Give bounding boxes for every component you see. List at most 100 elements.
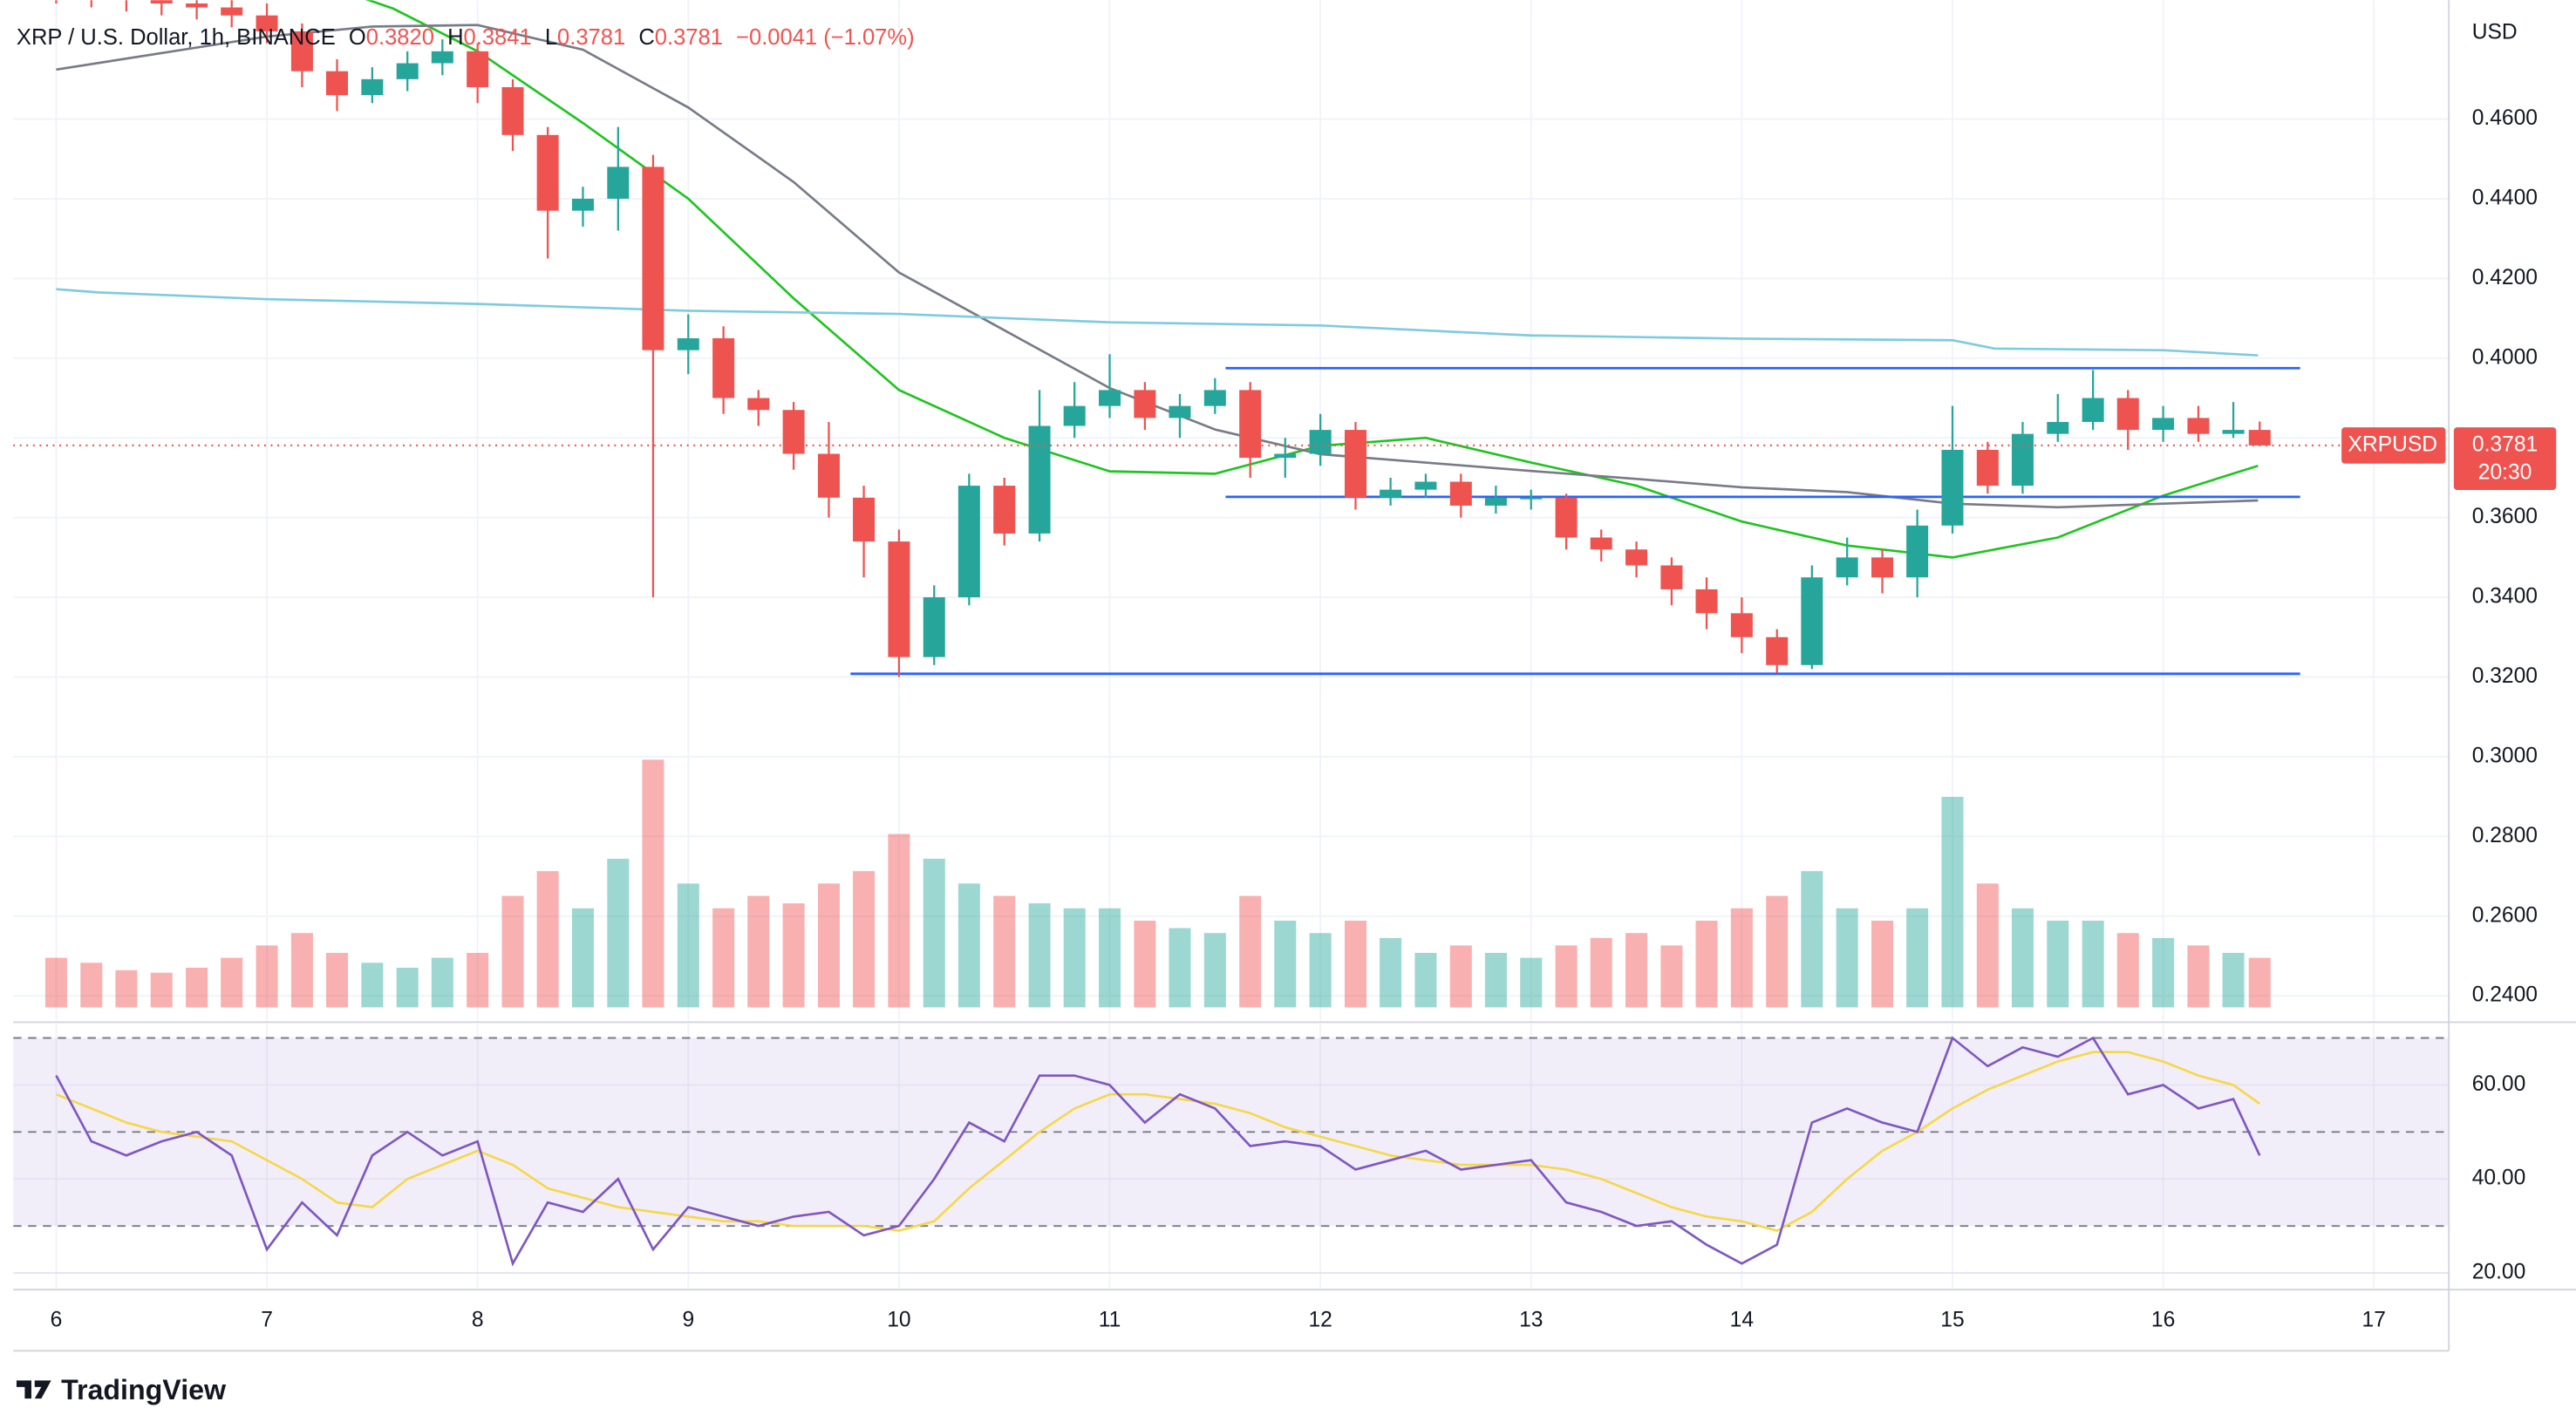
candle-body: [431, 51, 453, 64]
candle-body: [957, 486, 980, 598]
volume-bar: [290, 933, 313, 1008]
volume-bar: [431, 957, 453, 1008]
volume-bar: [115, 970, 138, 1008]
volume-bar: [993, 895, 1016, 1008]
volume-bar: [1730, 908, 1753, 1008]
volume-bar: [2152, 937, 2175, 1008]
volume-bar: [888, 833, 910, 1008]
change: −0.0041 (−1.07%): [736, 25, 915, 50]
x-tick-label: 13: [1519, 1309, 1543, 1332]
candle-body: [2248, 430, 2271, 446]
candle-body: [923, 597, 945, 657]
candle-body: [1239, 390, 1262, 459]
volume-bar: [607, 858, 630, 1008]
candle-body: [1695, 589, 1718, 614]
candle-body: [1555, 497, 1578, 538]
logo-icon: [16, 1380, 51, 1399]
volume-bar: [1414, 952, 1437, 1008]
candle-body: [501, 86, 524, 135]
candle-body: [326, 71, 349, 96]
volume-bar: [1134, 920, 1156, 1008]
candle-body: [1520, 497, 1543, 500]
volume-bar: [536, 871, 559, 1008]
brand: TradingView: [61, 1374, 227, 1405]
candle-body: [1660, 565, 1683, 589]
candle-body: [150, 0, 173, 3]
y-tick-label: 0.3400: [2472, 585, 2538, 609]
volume-bar: [256, 945, 278, 1008]
candle-body: [888, 541, 910, 657]
candle-body: [1801, 577, 1823, 665]
volume-bar: [923, 858, 945, 1008]
volume-bar: [1976, 883, 1999, 1008]
volume-bar: [1063, 908, 1086, 1008]
x-tick-label: 8: [472, 1309, 484, 1332]
volume-bar: [1028, 903, 1051, 1008]
candle-body: [1203, 390, 1226, 406]
rsi-ma-line: [55, 1051, 2261, 1232]
x-tick-label: 11: [1099, 1309, 1121, 1332]
volume-bar: [1695, 920, 1718, 1008]
symbol-tag: [2341, 427, 2446, 464]
volume-bar: [1555, 945, 1578, 1008]
candle-body: [2187, 418, 2210, 434]
volume-bar: [2116, 933, 2139, 1008]
volume-bar: [1274, 920, 1297, 1008]
y-tick-label: 0.2600: [2472, 903, 2538, 927]
candle-body: [396, 63, 419, 79]
y-tick-label: 0.4200: [2472, 266, 2538, 289]
volume-bar: [80, 963, 103, 1008]
volume-bar: [2187, 945, 2210, 1008]
x-tick-label: 6: [51, 1309, 63, 1332]
x-tick-label: 10: [887, 1309, 910, 1332]
candle-body: [1730, 613, 1753, 637]
y-tick-label: 0.2800: [2472, 824, 2538, 847]
volume-bar: [1169, 928, 1191, 1008]
candle-body: [747, 398, 770, 411]
symbol: XRP / U.S. Dollar, 1h, BINANCE O0.3820 H0.…: [17, 25, 915, 50]
candle-body: [467, 51, 489, 87]
ohlc-label: L: [545, 25, 557, 50]
candle-body: [853, 497, 876, 542]
candle-body: [2082, 398, 2104, 422]
candle-body: [256, 15, 278, 31]
candle-body: [1941, 449, 1964, 526]
ohlc-value: 0.3820: [366, 25, 434, 50]
candle-body: [1274, 453, 1297, 459]
candle-body: [642, 167, 664, 350]
grid: [13, 0, 2450, 1289]
candle-body: [1836, 557, 1858, 578]
candle-body: [1309, 430, 1332, 454]
volume-bar: [2047, 920, 2069, 1008]
volume-bar: [150, 972, 173, 1008]
candle-body: [1590, 537, 1612, 550]
y-axis-label: USD: [2472, 21, 2518, 44]
volume-bar: [1906, 908, 1929, 1008]
volume-bar: [712, 908, 735, 1008]
rsi-pane: [13, 1036, 2450, 1275]
candle-body: [221, 7, 243, 16]
volume-bar: [186, 967, 208, 1008]
candle-body: [2116, 398, 2139, 431]
volume-bar: [1449, 945, 1472, 1008]
volume-bar: [467, 952, 489, 1008]
volume-bar: [1766, 895, 1789, 1008]
candle-body: [1625, 549, 1648, 566]
price-pane: [13, 0, 2450, 1008]
candle-body: [536, 134, 559, 211]
volume-bar: [1941, 796, 1964, 1008]
candle-body: [677, 337, 699, 350]
candle-body: [1099, 390, 1121, 406]
ohlc-value: 0.3781: [557, 25, 625, 50]
volume-bar: [326, 952, 349, 1008]
candle-body: [1134, 390, 1156, 418]
footer: TradingView: [16, 1374, 227, 1405]
candle-body: [1766, 636, 1789, 665]
rsi-line: [55, 1036, 2261, 1267]
ohlc-label: H: [447, 25, 463, 50]
candle-body: [1169, 405, 1191, 418]
ohlc-value: 0.3841: [464, 25, 532, 50]
price-tag-countdown: 20:30: [2478, 461, 2532, 485]
